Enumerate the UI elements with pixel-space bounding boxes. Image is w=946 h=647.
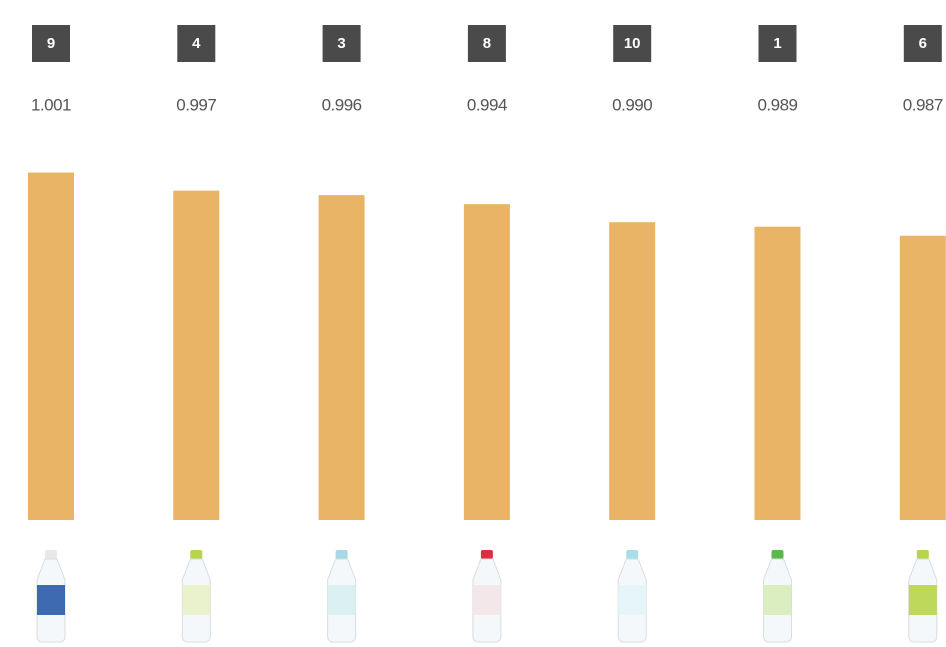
rank-badge [467,25,506,62]
bottle-cap [480,550,493,559]
bottle-cap [916,550,929,559]
bottle-label [472,585,501,615]
product-image [181,550,211,643]
rank-label: 9 [47,35,55,52]
bar [28,172,74,520]
value-label: 1.001 [31,95,71,114]
rank-label: 8 [483,35,491,52]
bar [754,226,801,520]
bottle-cap [335,550,348,559]
rank-label: 1 [773,35,781,52]
value-label: 0.989 [757,95,797,114]
value-label: 0.990 [612,95,652,114]
bottle-cap [45,550,57,559]
product-image [36,550,66,643]
bottle-label [908,585,937,615]
bar [318,195,365,520]
rank-badge [32,25,70,62]
rank-badge [177,25,216,62]
rank-badge [903,25,942,62]
bottle-label [327,585,356,615]
value-label: 0.997 [176,95,216,114]
rank-label: 10 [624,35,641,52]
value-label: 0.996 [322,95,362,114]
rank-badge [613,25,652,62]
bar [463,204,510,520]
bottle-cap [771,550,784,559]
rank-badge [758,25,797,62]
bottle-cap [626,550,639,559]
product-image [617,550,647,643]
bottle-label [763,585,792,615]
value-label: 0.987 [903,95,943,114]
rank-label: 4 [192,35,201,52]
product-image [327,550,357,643]
bottle-label [618,585,647,615]
product-image [472,550,502,643]
product-image [908,550,938,643]
rank-label: 3 [337,35,345,52]
rank-badge [322,25,361,62]
value-label: 0.994 [467,95,507,114]
bar [173,190,220,521]
bar [899,235,946,521]
bottle-label [182,585,211,615]
bottle-cap [190,550,203,559]
bottle-label [37,585,65,615]
rank-label: 6 [919,35,927,52]
bar [609,222,656,520]
product-image [763,550,792,643]
